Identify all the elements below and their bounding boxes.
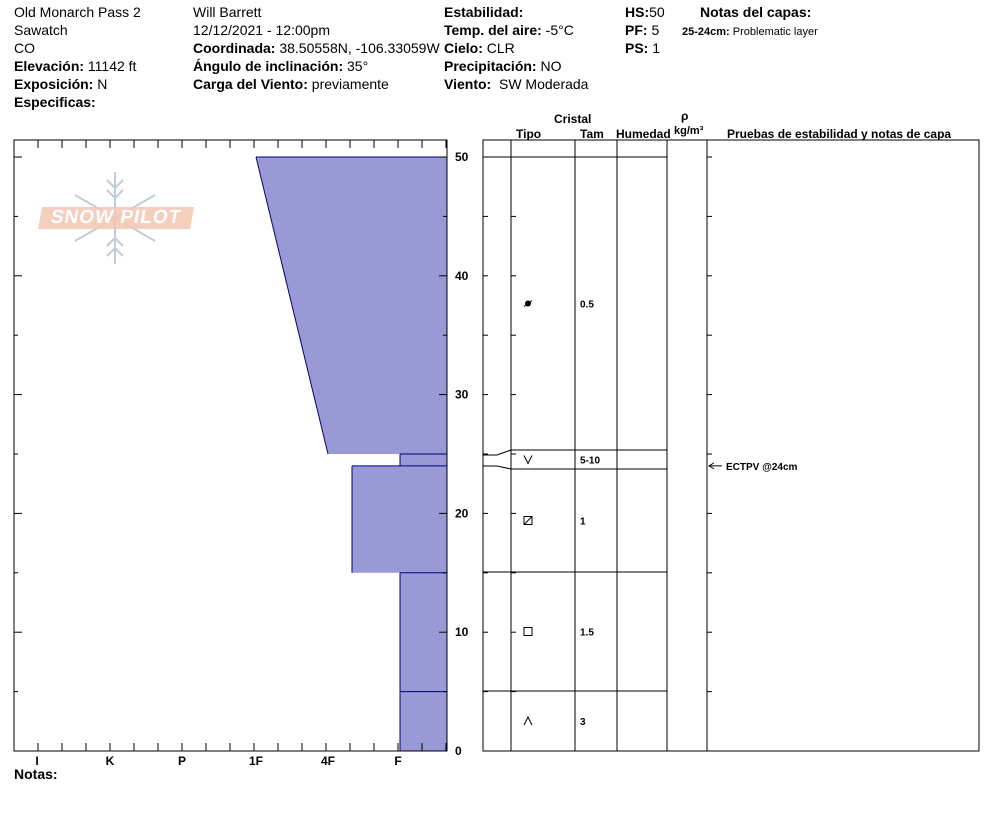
density-unit: kg/m³ [674, 125, 704, 137]
hardness-layer [400, 691, 447, 751]
precipitation-label: Precipitación: [444, 58, 537, 74]
snow-height-label: HS: [625, 4, 650, 20]
faceted-crystals-icon [523, 627, 533, 636]
foot-penetration-value: 5 [651, 22, 660, 38]
mountain-range: Sawatch [14, 22, 68, 38]
coordinates-value: 38.50558N, -106.33059W [279, 40, 440, 56]
y-tick-label: 30 [455, 388, 469, 402]
slope-angle-value: 35° [347, 58, 369, 74]
ski-penetration: PS: 1 [625, 39, 660, 57]
y-tick-label: 50 [455, 150, 469, 164]
notes-label: Notas: [14, 766, 58, 782]
air-temperature-label: Temp. del aire: [444, 22, 542, 38]
layer-note-text: Problematic layer [732, 26, 818, 38]
y-tick-label: 0 [455, 744, 462, 758]
wind-loading-label: Carga del Viento: [193, 76, 308, 92]
slope-angle: Ángulo de inclinación: 35° [193, 57, 368, 75]
hardness-layer [400, 572, 447, 692]
crystal-header: Cristal [554, 112, 592, 126]
snow-height: HS:50 [625, 3, 665, 21]
stability-test-label: ECTPV @24cm [726, 462, 798, 473]
stability-label: Estabilidad: [444, 4, 524, 20]
density-symbol: ρ [681, 109, 689, 123]
grain-size-label: 1 [580, 517, 586, 528]
x-tick-label: I [35, 754, 38, 768]
x-tick-label: K [106, 754, 115, 768]
foot-penetration-label: PF: [625, 22, 648, 38]
sky-value: CLR [486, 40, 515, 56]
foot-penetration: PF: 5 [625, 21, 659, 39]
sky: Cielo: CLR [444, 39, 515, 57]
arrow-left-icon [708, 462, 715, 470]
coordinates-label: Coordinada: [193, 40, 276, 56]
precipitation: Precipitación: NO [444, 57, 561, 75]
hardness-layer [352, 465, 447, 573]
wind-loading-value: previamente [311, 76, 389, 92]
y-tick-label: 10 [455, 625, 469, 639]
x-tick-label: F [394, 754, 401, 768]
moisture-header: Humedad [616, 127, 671, 141]
snow-height-value: 50 [649, 4, 665, 20]
depth-hoar-icon [523, 715, 533, 726]
layer-notes-title: Notas del capas: [700, 4, 812, 20]
observation-datetime: 12/12/2021 - 12:00pm [193, 22, 330, 38]
layer-connector [483, 465, 512, 470]
layer-connector [483, 449, 512, 456]
aspect: Exposición: N [14, 75, 107, 93]
coordinates: Coordinada: 38.50558N, -106.33059W [193, 39, 440, 57]
precipitation-value: NO [540, 58, 562, 74]
x-tick-label: P [178, 754, 186, 768]
ski-penetration-value: 1 [652, 40, 661, 56]
layer-note-range: 25-24cm: [682, 26, 730, 38]
type-header: Tipo [516, 127, 542, 141]
precipitation-particles-icon [523, 300, 533, 307]
size-header: Tam [580, 127, 604, 141]
hardness-layer [400, 454, 447, 466]
y-tick-label: 20 [455, 506, 469, 520]
aspect-value: N [97, 76, 108, 92]
y-tick-label: 40 [455, 269, 469, 283]
aspect-label: Exposición: [14, 76, 94, 92]
wind-loading: Carga del Viento: previamente [193, 75, 389, 93]
wind-label: Viento: [444, 76, 492, 92]
grain-size-label: 0.5 [580, 300, 594, 311]
stability-tests-header: Pruebas de estabilidad y notas de capa [727, 127, 952, 141]
elevation-label: Elevación: [14, 58, 85, 74]
grain-size-label: 3 [580, 717, 586, 728]
sky-label: Cielo: [444, 40, 483, 56]
elevation: Elevación: 11142 ft [14, 57, 136, 75]
x-tick-label: 1F [249, 754, 263, 768]
site-name: Old Monarch Pass 2 [14, 4, 141, 20]
specifics-label: Especificas: [14, 94, 96, 110]
ski-penetration-label: PS: [625, 40, 649, 56]
mixed-forms-icon [523, 516, 533, 525]
slope-angle-label: Ángulo de inclinación: [193, 58, 344, 74]
layer-note: 25-24cm: Problematic layer [682, 23, 818, 41]
wind: Viento: SW Moderada [444, 75, 588, 93]
wind-value: SW Moderada [498, 76, 589, 92]
air-temperature-value: -5°C [545, 22, 574, 38]
state: CO [14, 40, 35, 56]
mixed-forms-icon [523, 516, 533, 525]
surface-hoar-icon [523, 455, 533, 465]
x-tick-label: 4F [321, 754, 335, 768]
hardness-edge [255, 156, 329, 455]
layer-table-frame [482, 139, 980, 752]
grain-size-label: 1.5 [580, 628, 594, 639]
hardness-layer [256, 157, 447, 454]
air-temperature: Temp. del aire: -5°C [444, 21, 574, 39]
grain-size-label: 5-10 [580, 456, 600, 467]
elevation-value: 11142 ft [87, 58, 137, 74]
observer-name: Will Barrett [193, 4, 262, 20]
